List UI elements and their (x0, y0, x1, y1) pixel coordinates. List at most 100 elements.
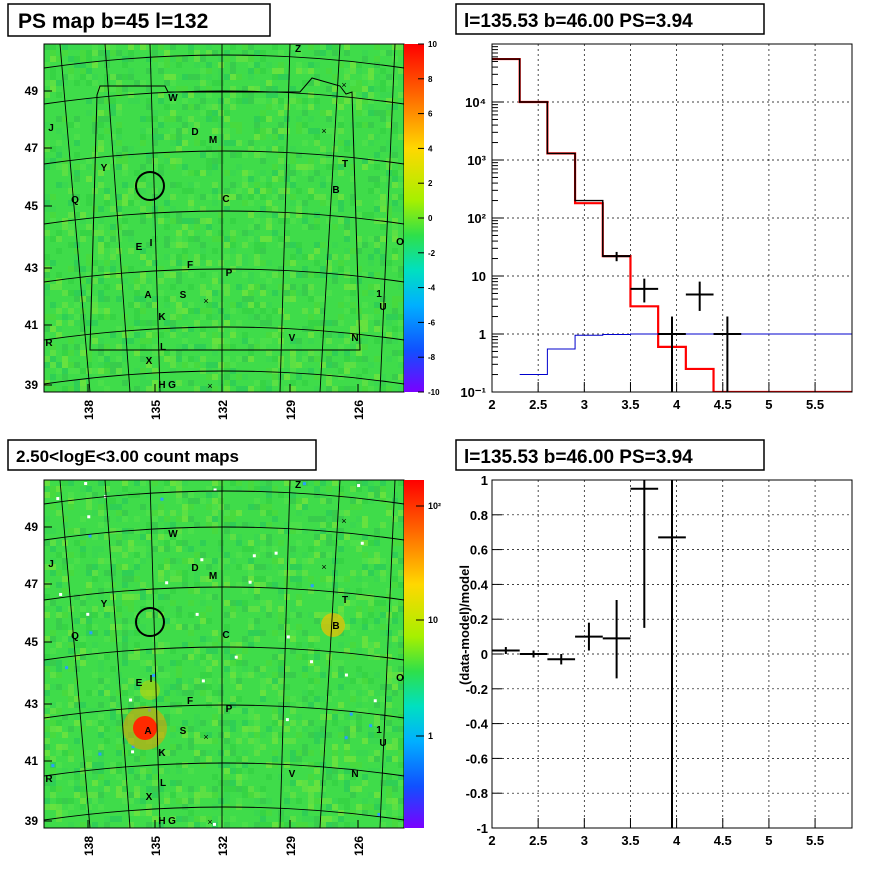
map-noise-cell (380, 338, 386, 344)
map-noise-cell (380, 296, 386, 302)
map-noise-cell (170, 362, 176, 368)
map-speckle (212, 822, 216, 826)
map-noise-cell (224, 648, 230, 654)
map-noise-cell (386, 666, 392, 672)
map-noise-cell (236, 786, 242, 792)
map-noise-cell (68, 200, 74, 206)
map-noise-cell (386, 702, 392, 708)
map-noise-cell (230, 74, 236, 80)
map-noise-cell (356, 344, 362, 350)
map-noise-cell (308, 648, 314, 654)
map-noise-cell (326, 200, 332, 206)
map-noise-cell (362, 86, 368, 92)
map-noise-cell (380, 486, 386, 492)
map-noise-cell (206, 146, 212, 152)
map-noise-cell (62, 224, 68, 230)
map-noise-cell (194, 570, 200, 576)
map-noise-cell (380, 50, 386, 56)
map-noise-cell (290, 816, 296, 822)
map-noise-cell (398, 510, 404, 516)
map-noise-cell (398, 648, 404, 654)
map-noise-cell (314, 678, 320, 684)
map-noise-cell (350, 732, 356, 738)
map-noise-cell (68, 726, 74, 732)
map-noise-cell (110, 546, 116, 552)
map-noise-cell (56, 368, 62, 374)
map-noise-cell (308, 516, 314, 522)
map-noise-cell (50, 630, 56, 636)
map-noise-cell (152, 350, 158, 356)
map-noise-cell (392, 822, 398, 828)
map-noise-cell (170, 588, 176, 594)
map-noise-cell (44, 254, 50, 260)
map-noise-cell (248, 272, 254, 278)
map-noise-cell (398, 44, 404, 50)
map-noise-cell (146, 492, 152, 498)
map-noise-cell (56, 326, 62, 332)
map-noise-cell (176, 86, 182, 92)
map-noise-cell (266, 338, 272, 344)
source-label-K: K (158, 312, 166, 323)
map-noise-cell (224, 522, 230, 528)
map-noise-cell (170, 194, 176, 200)
map-noise-cell (266, 128, 272, 134)
map-noise-cell (140, 116, 146, 122)
map-noise-cell (302, 816, 308, 822)
map-noise-cell (278, 672, 284, 678)
map-noise-cell (158, 534, 164, 540)
map-noise-cell (80, 726, 86, 732)
map-noise-cell (260, 134, 266, 140)
map-noise-cell (284, 218, 290, 224)
map-noise-cell (188, 170, 194, 176)
map-noise-cell (92, 80, 98, 86)
colorbar-tick-label: 10² (428, 501, 441, 511)
map-noise-cell (224, 320, 230, 326)
map-noise-cell (260, 188, 266, 194)
map-noise-cell (116, 272, 122, 278)
hotspot-b (321, 613, 345, 637)
map-noise-cell (158, 576, 164, 582)
latitude-line-5 (44, 762, 404, 777)
ratio-x-tick-label: 4 (673, 833, 681, 848)
map-noise-cell (50, 804, 56, 810)
map-noise-cell (368, 612, 374, 618)
map-noise-cell (62, 182, 68, 188)
map-noise-cell (110, 86, 116, 92)
map-noise-cell (242, 786, 248, 792)
map-noise-cell (308, 68, 314, 74)
map-noise-cell (254, 750, 260, 756)
map-noise-cell (182, 570, 188, 576)
map-noise-cell (176, 534, 182, 540)
map-noise-cell (260, 158, 266, 164)
map-noise-cell (356, 62, 362, 68)
map-noise-cell (326, 696, 332, 702)
map-noise-cell (392, 804, 398, 810)
map-noise-cell (128, 194, 134, 200)
map-noise-cell (152, 792, 158, 798)
latitude-line-6 (44, 806, 404, 821)
map-noise-cell (260, 110, 266, 116)
map-noise-cell (314, 516, 320, 522)
map-noise-cell (98, 236, 104, 242)
map-noise-cell (206, 116, 212, 122)
map-noise-cell (206, 504, 212, 510)
map-noise-cell (188, 810, 194, 816)
map-noise-cell (242, 756, 248, 762)
map-noise-cell (344, 44, 350, 50)
map-noise-cell (116, 564, 122, 570)
map-noise-cell (254, 236, 260, 242)
map-noise-cell (116, 284, 122, 290)
map-noise-cell (338, 302, 344, 308)
map-noise-cell (98, 714, 104, 720)
map-noise-cell (320, 498, 326, 504)
map-noise-cell (338, 714, 344, 720)
map-noise-cell (260, 320, 266, 326)
map-noise-cell (278, 272, 284, 278)
map-noise-cell (302, 272, 308, 278)
map-noise-cell (362, 798, 368, 804)
map-noise-cell (86, 260, 92, 266)
map-noise-cell (212, 642, 218, 648)
map-noise-cell (290, 696, 296, 702)
map-noise-cell (98, 248, 104, 254)
